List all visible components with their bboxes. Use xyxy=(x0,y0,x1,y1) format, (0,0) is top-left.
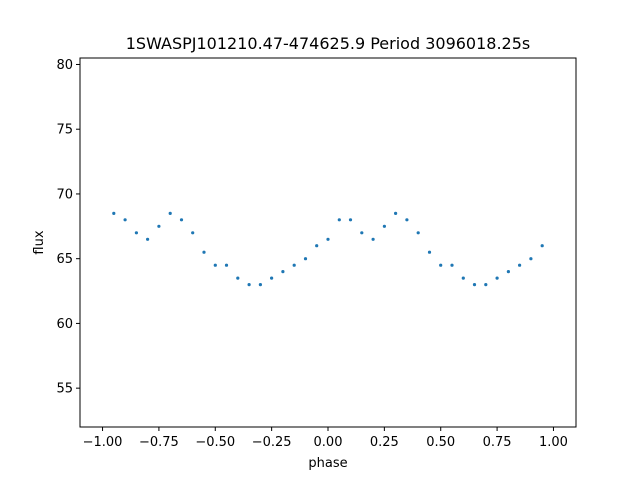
data-point xyxy=(303,257,308,261)
data-point xyxy=(360,231,364,235)
x-tick-label: 0.50 xyxy=(426,435,455,450)
data-point xyxy=(348,218,353,222)
data-point xyxy=(427,250,432,254)
data-point xyxy=(394,211,398,215)
x-tick-label: −0.25 xyxy=(252,435,292,450)
y-tick-label: 70 xyxy=(56,187,73,202)
y-axis: 55 60 65 70 75 80 xyxy=(56,58,80,397)
data-point xyxy=(461,276,465,280)
data-point xyxy=(326,237,330,241)
data-point xyxy=(123,218,127,222)
y-tick-label: 80 xyxy=(56,58,73,73)
data-point xyxy=(157,224,161,228)
data-point xyxy=(270,276,274,280)
data-point xyxy=(292,263,296,267)
data-point xyxy=(495,276,499,280)
data-point xyxy=(382,224,386,228)
data-point xyxy=(258,283,262,287)
data-point xyxy=(146,237,150,241)
x-tick-label: −0.75 xyxy=(139,435,179,450)
data-point xyxy=(472,283,477,287)
data-point xyxy=(213,263,217,267)
x-tick-label: −1.00 xyxy=(83,435,123,450)
data-point xyxy=(506,270,510,274)
data-point xyxy=(416,231,420,235)
data-point xyxy=(168,211,172,215)
data-point xyxy=(315,244,319,248)
data-point xyxy=(405,218,409,222)
data-point xyxy=(518,263,522,267)
data-point xyxy=(371,237,375,241)
x-tick-label: 0.00 xyxy=(314,435,343,450)
data-point xyxy=(529,257,533,261)
x-tick-label: 1.00 xyxy=(539,435,568,450)
data-point xyxy=(439,263,443,267)
scatter-points xyxy=(112,211,544,287)
data-point xyxy=(236,276,240,280)
data-point xyxy=(540,244,544,248)
data-point xyxy=(224,263,229,267)
data-point xyxy=(337,218,341,222)
x-axis: −1.00 −0.75 −0.50 −0.25 0.00 0.25 0.50 0.75 1.00 xyxy=(83,427,568,450)
data-point xyxy=(112,211,116,215)
data-point xyxy=(202,250,206,254)
y-tick-label: 75 xyxy=(56,123,73,138)
data-point xyxy=(484,283,488,287)
y-tick-label: 55 xyxy=(56,382,73,397)
y-tick-label: 60 xyxy=(56,317,73,332)
x-tick-label: 0.75 xyxy=(483,435,512,450)
x-axis-title: phase xyxy=(308,456,347,471)
data-point xyxy=(281,270,285,274)
x-tick-label: −0.50 xyxy=(195,435,235,450)
data-point xyxy=(191,231,195,235)
y-axis-title: flux xyxy=(32,230,47,254)
chart-title: 1SWASPJ101210.47-474625.9 Period 3096018… xyxy=(126,34,531,53)
data-point xyxy=(450,263,454,267)
data-point xyxy=(134,231,138,235)
x-tick-label: 0.25 xyxy=(370,435,399,450)
y-tick-label: 65 xyxy=(56,252,73,267)
data-point xyxy=(247,283,251,287)
data-point xyxy=(179,218,184,222)
